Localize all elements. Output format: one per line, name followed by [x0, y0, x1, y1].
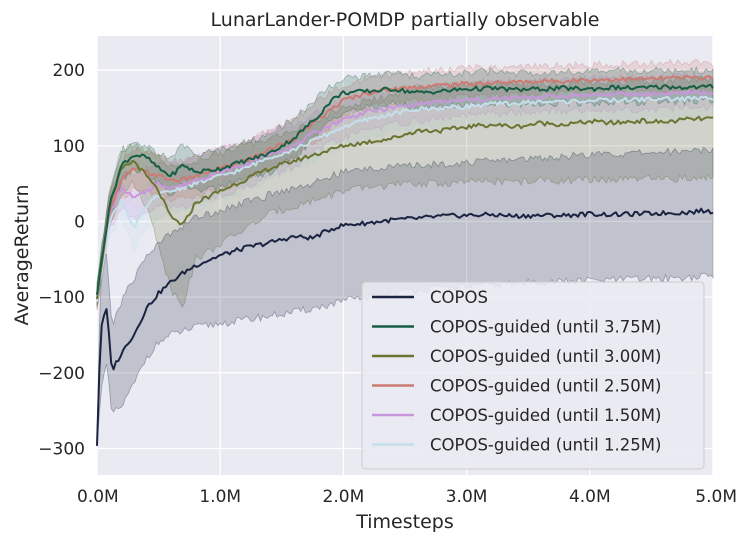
y-tick-label: −300 [38, 440, 85, 460]
y-axis-title: AverageReturn [11, 184, 33, 325]
x-tick-label: 3.0M [446, 487, 488, 507]
x-axis-title: Timesteps [355, 511, 454, 533]
x-tick-label: 4.0M [569, 487, 611, 507]
legend-label: COPOS [430, 288, 488, 307]
legend-box [361, 281, 705, 470]
x-tick-label: 1.0M [199, 487, 241, 507]
y-tick-label: 200 [53, 61, 85, 81]
series-line [96, 115, 714, 300]
series-line [96, 89, 714, 299]
legend-label: COPOS-guided (until 2.50M) [430, 377, 661, 396]
y-tick-label: 0 [74, 212, 85, 232]
y-tick-label: 100 [53, 137, 85, 157]
y-tick-label: −100 [38, 288, 85, 308]
legend: COPOS COPOS-guided (until 3.75M) COPOS-gui… [361, 281, 705, 470]
series-line [96, 207, 714, 446]
confidence-band [96, 146, 714, 447]
series-line [96, 75, 714, 296]
legend-label: COPOS-guided (until 3.00M) [430, 347, 661, 366]
legend-label: COPOS-guided (until 1.25M) [430, 436, 661, 455]
series-lines [96, 75, 714, 446]
x-tick-label: 2.0M [323, 487, 365, 507]
chart-title: LunarLander-POMDP partially observable [211, 9, 600, 31]
tick-labels: 0.0M 1.0M 2.0M 3.0M 4.0M 5.0M −300 −200 −100 0 100… [38, 61, 737, 507]
x-tick-label: 0.0M [77, 487, 119, 507]
confidence-band [96, 58, 714, 309]
confidence-band [96, 75, 714, 311]
legend-label: COPOS-guided (until 1.50M) [430, 406, 661, 425]
x-tick-label: 5.0M [695, 487, 737, 507]
confidence-band [96, 65, 714, 305]
legend-label: COPOS-guided (until 3.75M) [430, 318, 661, 337]
y-tick-label: −200 [38, 364, 85, 384]
series-line [96, 83, 714, 295]
